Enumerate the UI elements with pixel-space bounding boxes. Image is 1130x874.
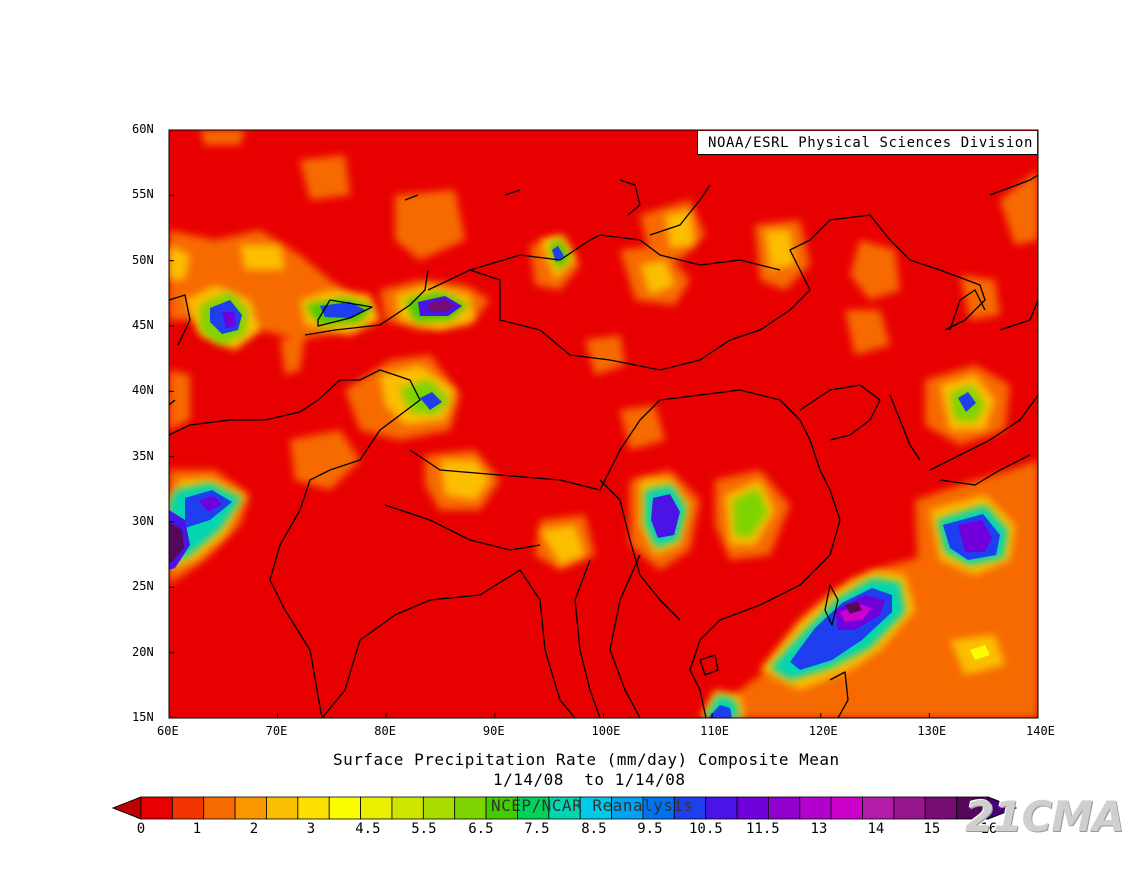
y-tick-label: 40N <box>132 383 154 398</box>
watermark-logo: 21CMA <box>965 792 1125 841</box>
y-tick-label: 45N <box>132 318 154 332</box>
x-tick-label: 140E <box>1026 724 1055 738</box>
colorbar-swatch <box>924 796 958 820</box>
coastlines-and-borders <box>169 174 1038 718</box>
colorbar-swatch <box>140 796 173 820</box>
colorbar-label: 8.5 <box>581 821 607 837</box>
y-tick-label: 35N <box>132 448 154 463</box>
x-tick-label: 70E <box>265 724 288 738</box>
credit-label: NOAA/ESRL Physical Sciences Division <box>697 131 1037 155</box>
colorbar-label: 13 <box>810 821 828 837</box>
colorbar-label: 16 <box>980 821 998 837</box>
intense-precip-cores <box>169 246 1000 718</box>
y-tick-label: 15N <box>132 710 154 724</box>
y-tick-label: 50N <box>132 252 154 267</box>
x-tick-label: 60E <box>157 724 179 738</box>
colorbar-label: 6.5 <box>468 821 494 837</box>
colorbar-swatch <box>705 796 738 820</box>
axis-tick-marks <box>168 129 1039 719</box>
x-tick-label: 90E <box>482 724 505 738</box>
colorbar-swatch <box>328 796 361 820</box>
colorbar-swatch <box>454 796 487 820</box>
x-tick-label: 110E <box>700 724 730 738</box>
colorbar-swatch <box>862 796 895 820</box>
x-tick-label: 130E <box>917 724 947 738</box>
colorbar-swatch <box>768 796 801 820</box>
y-tick-label: 20N <box>132 644 154 659</box>
colorbar-swatch <box>736 796 769 820</box>
x-tick-label: 80E <box>374 724 396 738</box>
colorbar-label: 7.5 <box>524 821 550 837</box>
reanalysis-label: NCEP/NCAR Reanalysis <box>491 796 694 815</box>
y-tick-label: 25N <box>132 579 154 594</box>
colorbar-label: 5.5 <box>411 821 437 837</box>
title-line-1: Surface Precipitation Rate (mm/day) Comp… <box>333 750 840 769</box>
colorbar-label: 11.5 <box>746 821 780 837</box>
colorbar <box>111 796 1018 820</box>
y-tick-label: 30N <box>132 514 154 528</box>
colorbar-label: 2 <box>249 821 259 837</box>
colorbar-label: 4.5 <box>355 821 381 837</box>
y-tick-label: 60N <box>132 122 154 136</box>
colorbar-swatch <box>234 796 267 820</box>
colorbar-label: 0 <box>136 821 146 837</box>
colorbar-label: 14 <box>867 821 885 837</box>
colorbar-high-arrow <box>987 796 1018 820</box>
colorbar-label: 15 <box>923 821 941 837</box>
colorbar-swatch <box>297 796 330 820</box>
colorbar-label: 9.5 <box>637 821 663 837</box>
colorbar-swatch <box>203 796 236 820</box>
colorbar-label: 10.5 <box>689 821 723 837</box>
colorbar-label: 3 <box>306 821 316 837</box>
colorbar-swatch <box>391 796 424 820</box>
colorbar-swatch <box>799 796 832 820</box>
x-tick-label: 120E <box>808 724 838 738</box>
colorbar-swatch <box>893 796 926 820</box>
colorbar-low-arrow <box>111 796 142 820</box>
colorbar-swatch <box>830 796 863 820</box>
title-line-2: 1/14/08 to 1/14/08 <box>493 770 686 789</box>
colorbar-swatch <box>266 796 299 820</box>
colorbar-swatch <box>422 796 456 820</box>
colorbar-swatch <box>171 796 205 820</box>
x-tick-label: 100E <box>591 724 621 738</box>
colorbar-label: 1 <box>192 821 202 837</box>
y-tick-label: 55N <box>132 187 154 202</box>
colorbar-swatch <box>360 796 393 820</box>
